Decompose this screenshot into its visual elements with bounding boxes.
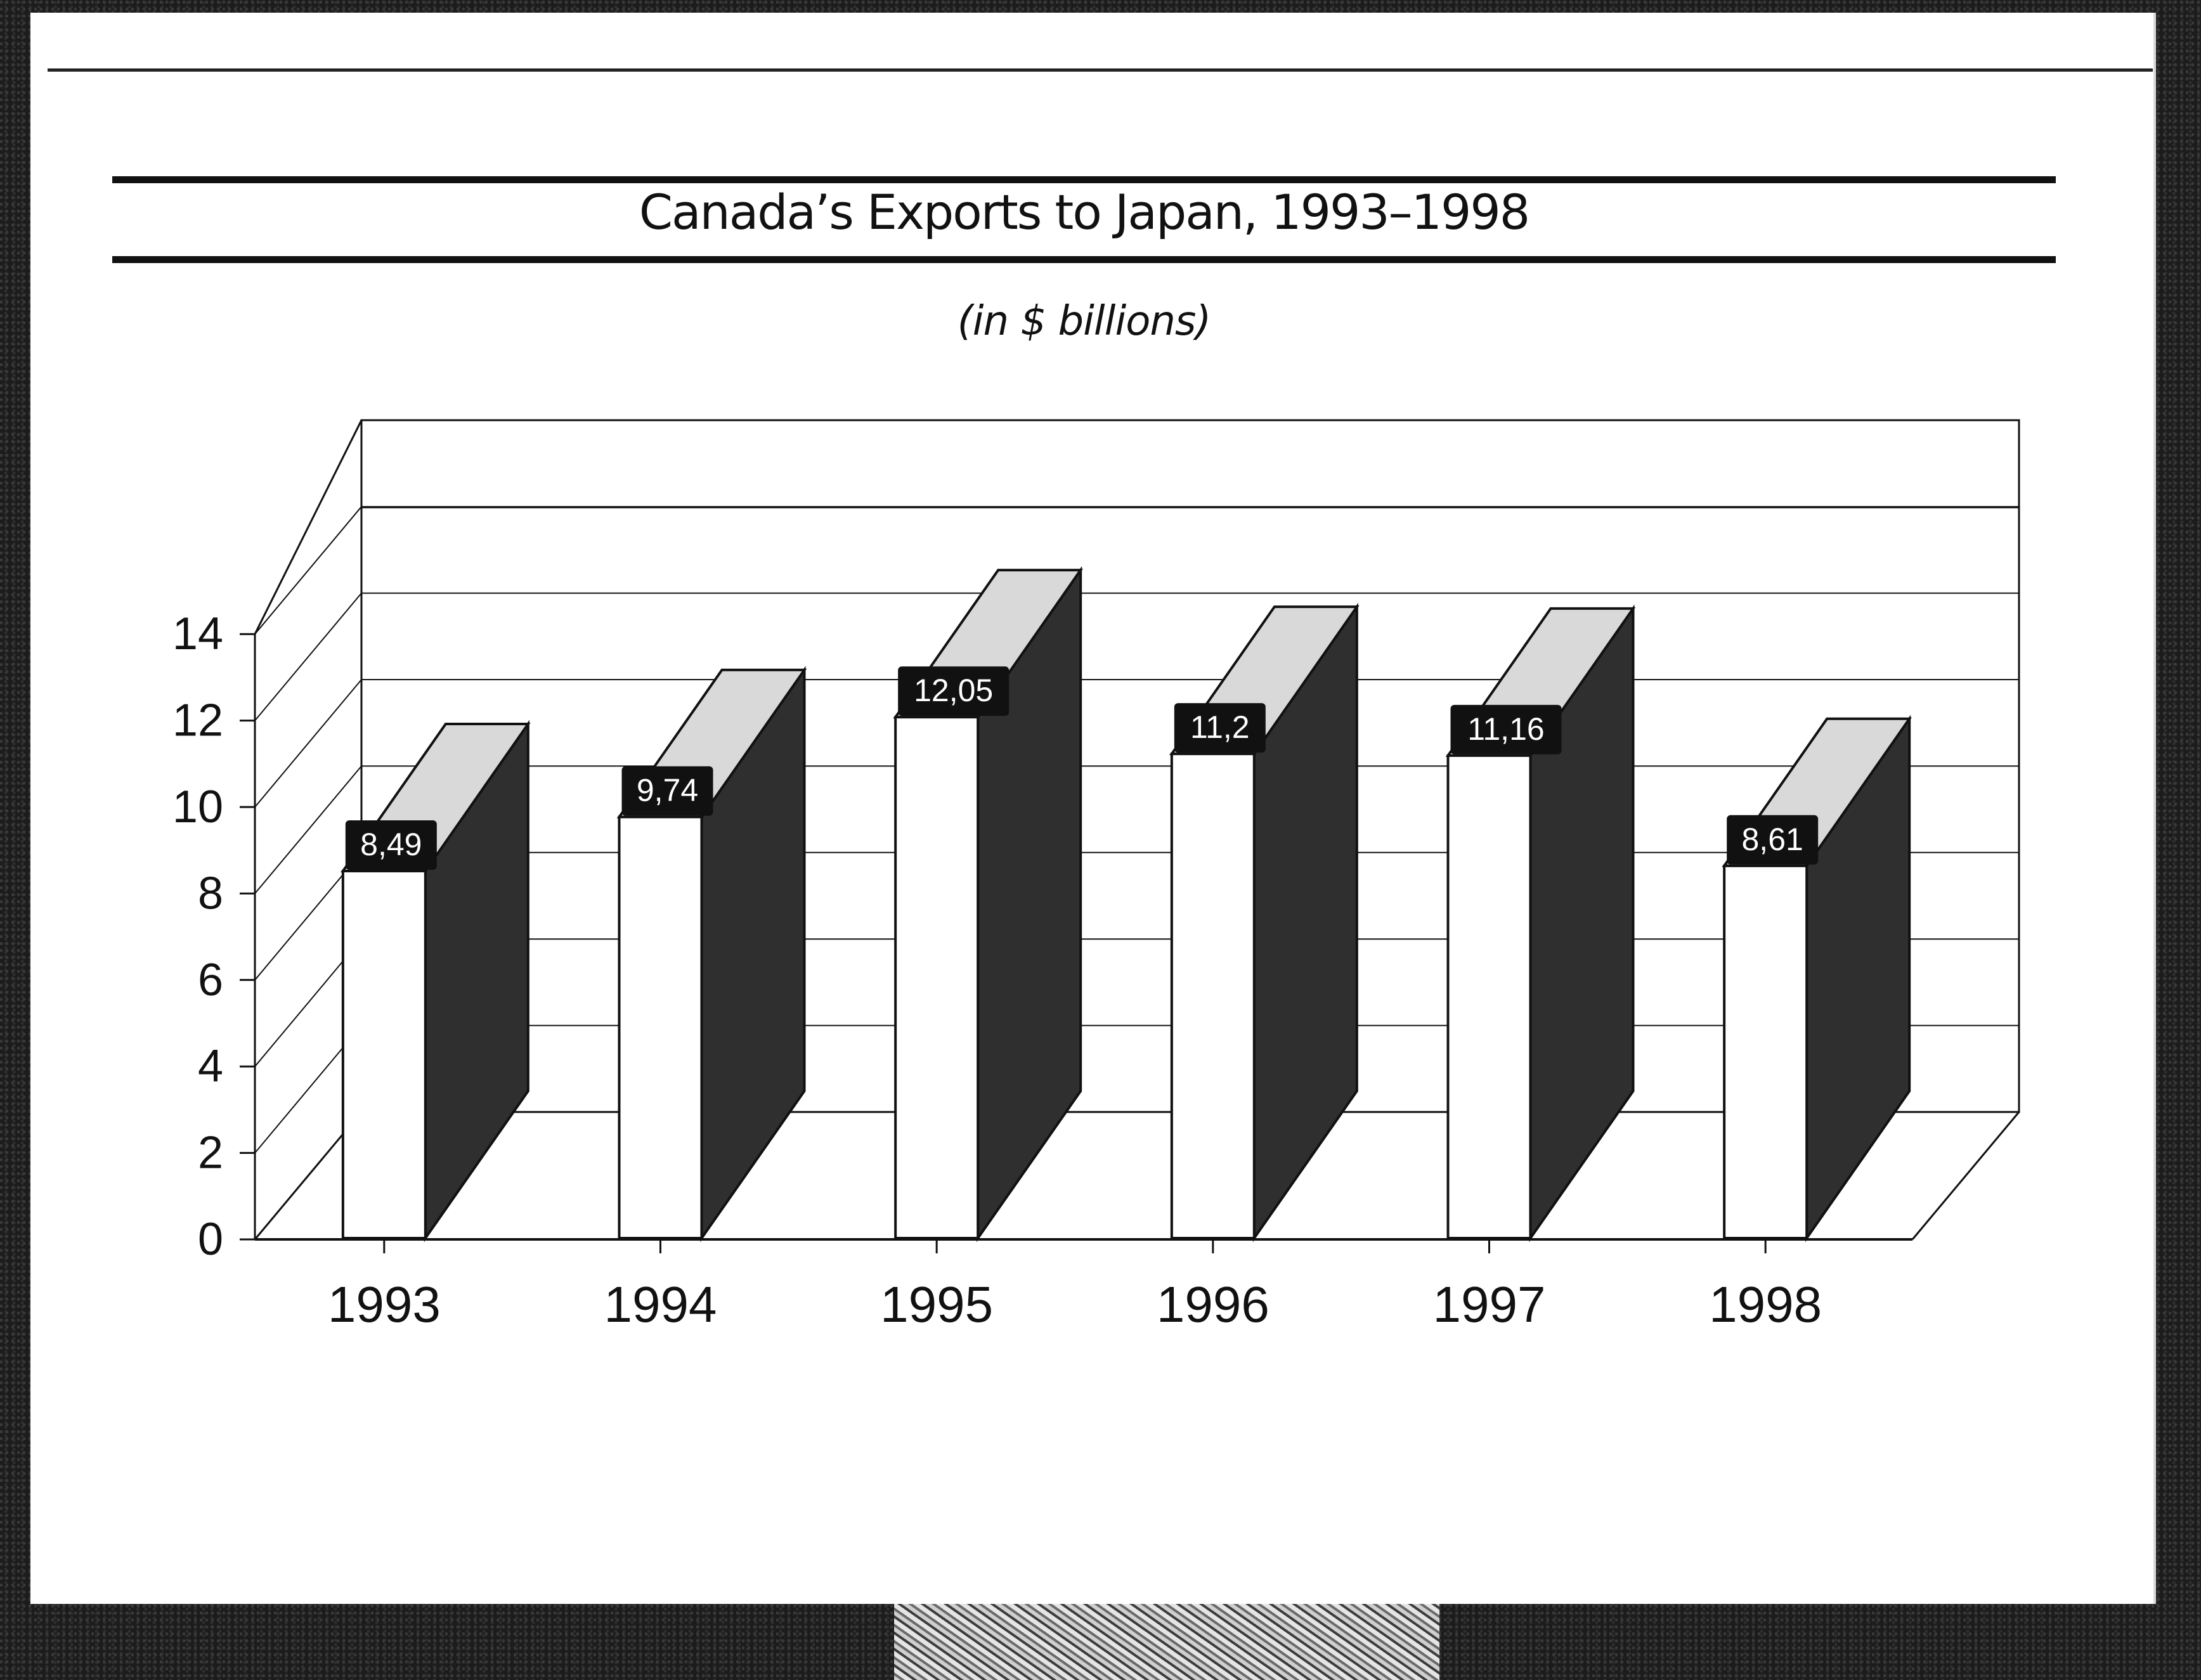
gridline-diagonal <box>254 592 362 721</box>
gridline-diagonal <box>254 679 362 808</box>
chart-bars: 8,49 9,74 12,05 11,2 11,16 8,61 <box>340 565 1912 1243</box>
x-tick-label: 1996 <box>1157 1276 1269 1333</box>
data-label: 8,49 <box>360 827 422 862</box>
data-label-bg <box>1174 703 1266 753</box>
y-tick-label: 0 <box>198 1214 223 1265</box>
x-tick-label: 1993 <box>328 1276 441 1333</box>
data-label: 12,05 <box>914 673 993 708</box>
data-label-bg <box>621 766 713 816</box>
bar-front <box>894 716 980 1239</box>
floor-right-edge <box>1911 1111 2020 1240</box>
bar: 8,61 <box>1722 714 1912 1243</box>
y-tick-label: 10 <box>172 782 223 832</box>
data-label-bg <box>1727 815 1819 865</box>
x-tick-label: 1994 <box>604 1276 717 1333</box>
bar-front <box>341 869 427 1240</box>
bar: 11,16 <box>1445 604 1636 1243</box>
y-tick-label: 8 <box>198 868 223 919</box>
data-label: 11,16 <box>1467 711 1544 747</box>
bar: 9,74 <box>616 666 807 1243</box>
x-axis-ticks: 1993 1994 1995 1996 1997 1998 <box>328 1239 1822 1333</box>
gridline-diagonal <box>254 506 362 635</box>
bar-front <box>1170 753 1256 1240</box>
chart-title: Canada’s Exports to Japan, 1993–1998 <box>639 184 1530 240</box>
data-label: 11,2 <box>1190 709 1250 745</box>
x-tick-label: 1998 <box>1709 1276 1822 1333</box>
bar: 11,2 <box>1169 602 1360 1243</box>
data-label-bg <box>1450 704 1562 754</box>
bar-front <box>1723 864 1808 1239</box>
bar-front <box>1446 754 1532 1239</box>
x-tick-label: 1997 <box>1433 1276 1546 1333</box>
page-top-rule <box>48 68 2153 72</box>
bar: 12,05 <box>893 565 1084 1243</box>
title-rule-top <box>112 176 2056 183</box>
left-wall-top-edge <box>254 420 363 635</box>
bar: 8,49 <box>340 720 531 1243</box>
bar-front <box>618 815 703 1240</box>
scan-edge-texture <box>894 1604 1439 1680</box>
data-label-bg <box>345 820 437 870</box>
y-tick-label: 12 <box>172 695 223 746</box>
title-rule-bottom <box>112 256 2056 263</box>
chart-subtitle: (in $ billions) <box>957 298 1212 345</box>
y-tick-label: 4 <box>198 1041 223 1092</box>
y-axis-ticks: 0 2 4 6 8 10 12 14 <box>172 609 255 1265</box>
data-label: 8,61 <box>1742 822 1803 857</box>
y-tick-label: 6 <box>198 955 223 1005</box>
data-label: 9,74 <box>637 773 698 808</box>
y-tick-label: 2 <box>198 1128 223 1179</box>
y-tick-label: 14 <box>172 609 223 659</box>
x-tick-label: 1995 <box>880 1276 993 1333</box>
gridline-diagonal <box>254 765 362 895</box>
data-label-bg <box>898 666 1010 716</box>
